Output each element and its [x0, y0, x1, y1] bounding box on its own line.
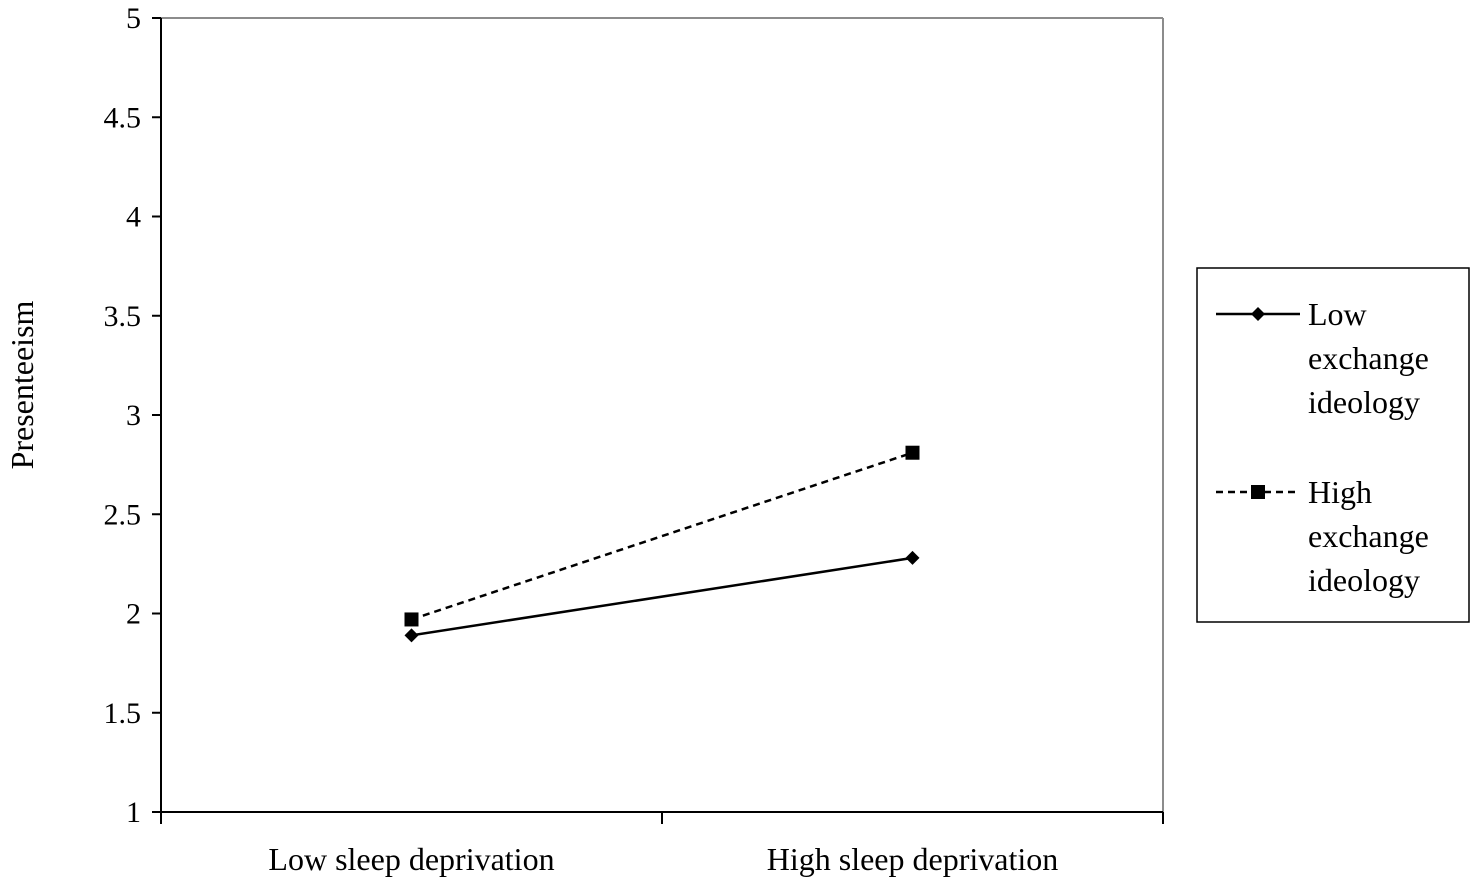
x-category-label: Low sleep deprivation [268, 841, 554, 877]
series-1 [404, 550, 920, 643]
y-tick-label: 2.5 [104, 498, 142, 531]
legend-label-line: High [1308, 474, 1372, 510]
y-tick-label: 3.5 [104, 300, 142, 333]
legend-label-line: ideology [1308, 562, 1420, 598]
legend-label-line: exchange [1308, 340, 1429, 376]
y-tick-label: 1.5 [104, 697, 142, 730]
legend-items: Low exchange ideology High exchange ideology [1216, 296, 1429, 598]
series-1-point [905, 550, 920, 565]
legend-label-line: Low [1308, 296, 1367, 332]
y-tick-label: 4.5 [104, 101, 142, 134]
series-2-point [905, 445, 920, 460]
y-tick-label: 3 [126, 399, 141, 432]
plot-area [160, 17, 1164, 813]
series-layer [404, 445, 920, 643]
series-2-point [404, 612, 419, 627]
legend-entry-2: High exchange ideology [1216, 474, 1429, 598]
legend-label-line: exchange [1308, 518, 1429, 554]
y-tick-label: 5 [126, 2, 141, 35]
y-axis-title: Presenteeism [4, 300, 40, 469]
series-1-point [404, 628, 419, 643]
legend-label-line: ideology [1308, 384, 1420, 420]
legend-marker [1251, 307, 1265, 321]
legend-box [1196, 267, 1470, 623]
series-2-line [411, 451, 913, 621]
x-axis-ticks: Low sleep deprivation High sleep deprivat… [160, 812, 1164, 877]
y-tick-label: 4 [126, 201, 141, 234]
series-1-line [411, 556, 913, 637]
x-category-label: High sleep deprivation [767, 841, 1058, 877]
legend-marker [1251, 485, 1265, 499]
legend: Low exchange ideology High exchange ideology [1196, 267, 1470, 623]
y-tick-label: 1 [126, 796, 141, 829]
series-2 [404, 445, 920, 627]
y-axis-ticks: 1 1.5 2 2.5 3 3.5 4 4.5 5 [104, 2, 161, 829]
legend-entry-1: Low exchange ideology [1216, 296, 1429, 420]
y-tick-label: 2 [126, 598, 141, 631]
